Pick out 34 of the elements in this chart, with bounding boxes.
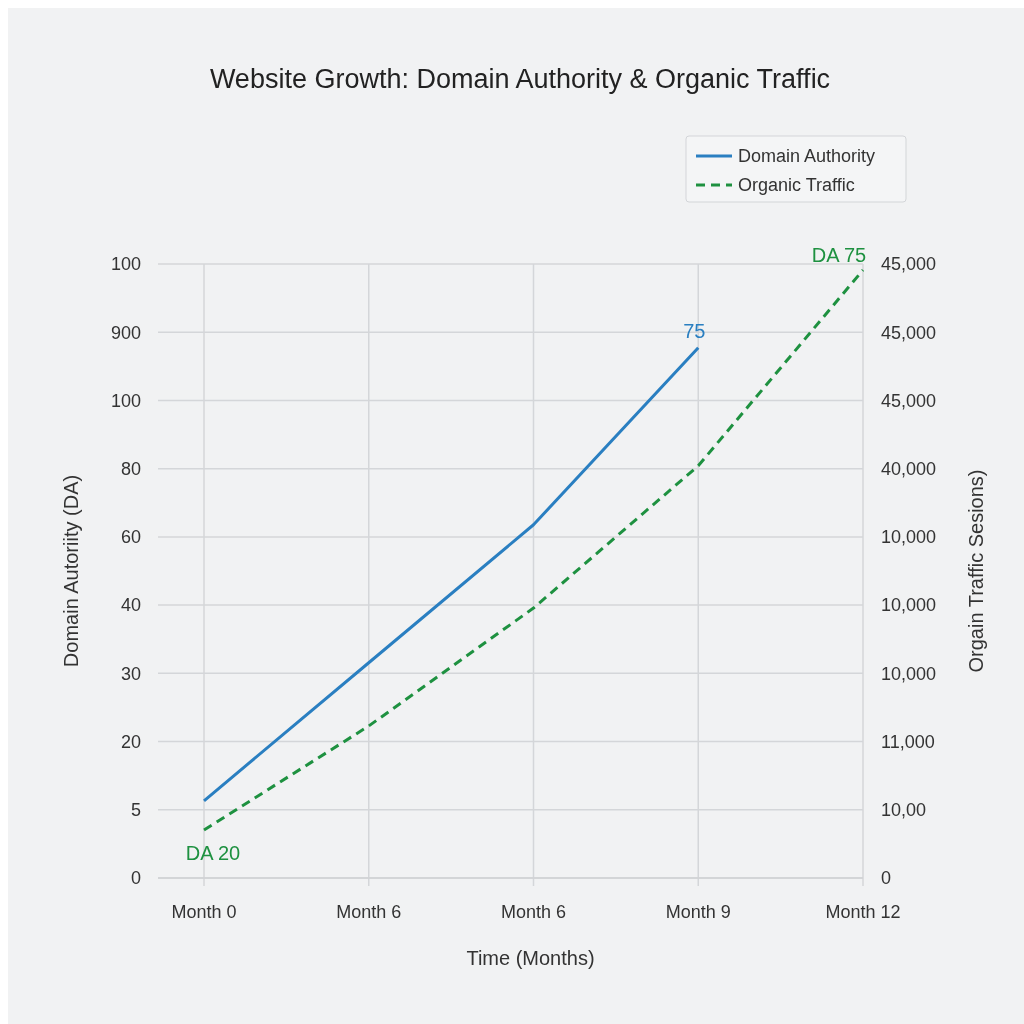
text: 11,000 <box>881 731 935 752</box>
text: 0 <box>881 868 892 889</box>
text: 80 <box>120 458 141 479</box>
text: 0 <box>130 868 141 889</box>
x-tick-label: Month 9 <box>665 902 731 922</box>
text: 45,000 <box>881 322 937 343</box>
y2-axis-title: Orgain Traffic Sesions) <box>965 469 987 673</box>
chart-title: Website Growth: Domain Authority & Organic Traffic <box>209 64 831 94</box>
x-tick-label: Month 0 <box>171 902 237 922</box>
x-tick-label: Month 6 <box>500 902 567 922</box>
text: 10,000 <box>881 595 937 616</box>
text: 100 <box>110 254 141 275</box>
text: 45,000 <box>881 254 937 275</box>
text: 45,000 <box>881 390 937 411</box>
x-axis-title: Time (Months) <box>466 947 595 969</box>
text: 40 <box>120 595 141 616</box>
x-tick-label: Month 6 <box>336 902 402 922</box>
text: 10,000 <box>881 527 937 548</box>
annotation: DA 20 <box>185 841 241 864</box>
text: 40,000 <box>881 458 937 479</box>
legend-label: Organic Traffic <box>738 175 855 196</box>
text: 900 <box>110 322 141 343</box>
text: 60 <box>120 527 141 548</box>
text: 30 <box>120 663 141 684</box>
text: 10,000 <box>881 663 937 684</box>
text: 20 <box>120 731 141 752</box>
text: 5 <box>130 800 141 821</box>
x-tick-label: Month 12 <box>825 902 901 922</box>
text: 100 <box>110 390 141 411</box>
annotation: DA 75 <box>811 244 867 266</box>
legend-label: Domain Authority <box>738 146 876 167</box>
text: 10,00 <box>881 800 927 821</box>
y-axis-title: Domain Autoriity (DA) <box>60 474 82 668</box>
annotation: 75 <box>683 319 706 342</box>
